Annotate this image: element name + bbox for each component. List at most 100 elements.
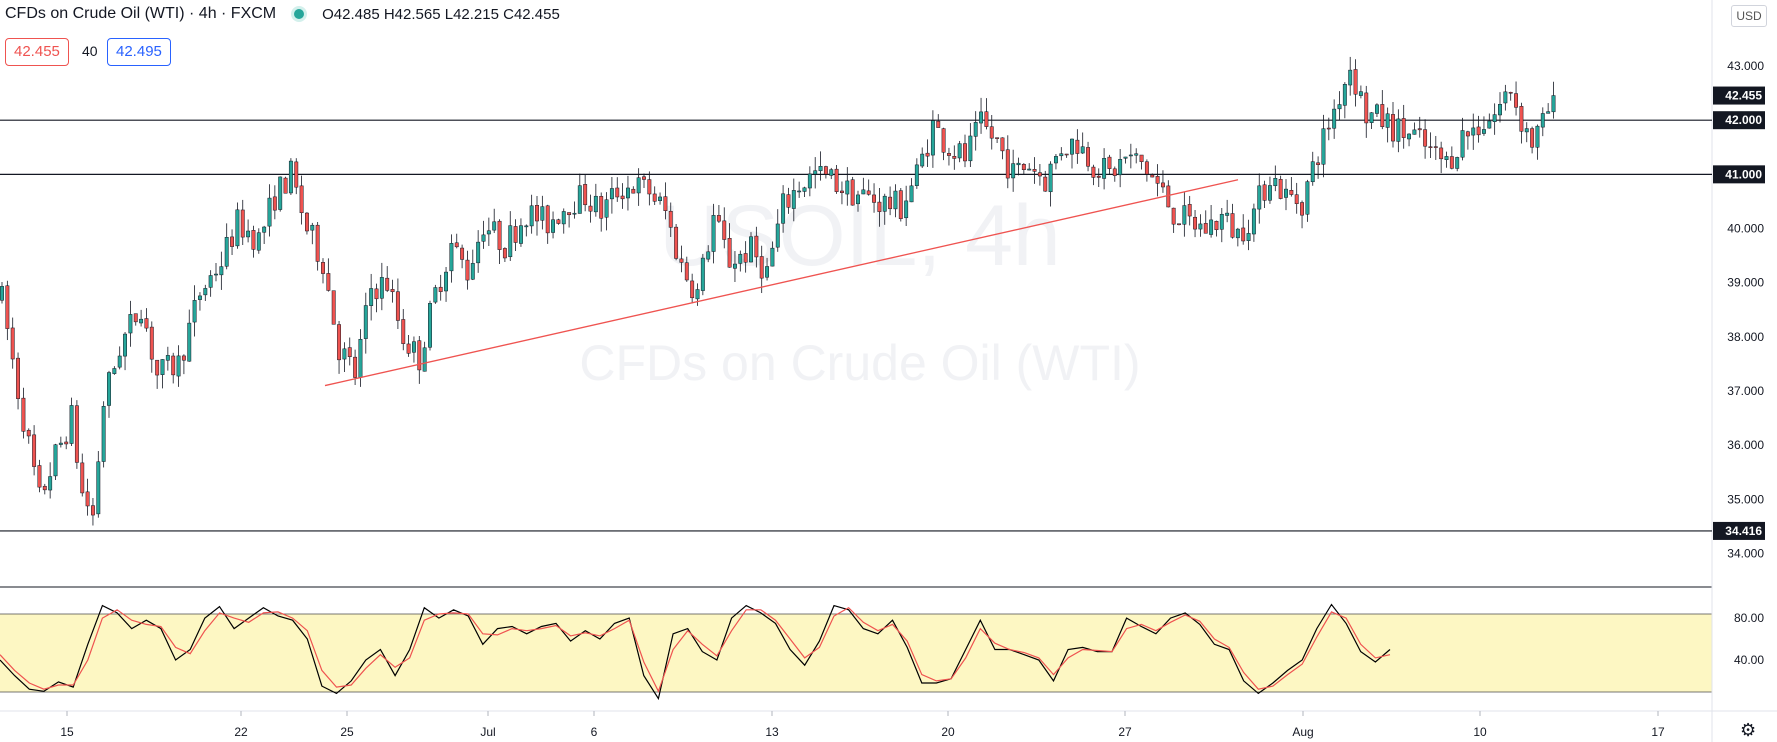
horizontal-levels[interactable]: [0, 119, 1712, 532]
stochastic-tick-label: 40.00: [1734, 653, 1764, 667]
candle-body: [395, 291, 400, 321]
candle-body: [1096, 175, 1101, 178]
candle-body: [861, 189, 866, 195]
candle-body: [1524, 128, 1529, 133]
sell-button[interactable]: 42.455: [5, 38, 69, 66]
candle-body: [658, 196, 662, 201]
candle-body: [1433, 146, 1438, 148]
candle-body: [1262, 184, 1267, 201]
candle-body: [294, 161, 299, 188]
price-label-box: [1713, 165, 1765, 184]
candle-body: [422, 347, 427, 372]
candle-body: [1465, 131, 1470, 137]
time-axis[interactable]: 15 22 25 Jul 6 13 20 27 Aug 10 17: [60, 711, 1665, 739]
symbol-title[interactable]: CFDs on Crude Oil (WTI) · 4h · FXCM: [5, 5, 277, 22]
candle-body: [1498, 104, 1502, 116]
candle-body: [1086, 147, 1090, 167]
candle-body: [1016, 162, 1021, 166]
candle-body: [1043, 176, 1048, 192]
candle-body: [973, 122, 978, 137]
buy-button[interactable]: 42.495: [107, 38, 171, 66]
candle-body: [1054, 156, 1058, 164]
candle-body: [481, 234, 486, 242]
candle-body: [1284, 188, 1288, 198]
candle-body: [1268, 185, 1272, 201]
candle-body: [1369, 112, 1374, 123]
candle-body: [1492, 114, 1497, 122]
candle-body: [1005, 149, 1010, 179]
candle-body: [936, 120, 941, 128]
candle-body: [952, 156, 957, 159]
stochastic-lines: [0, 603, 1391, 701]
candle-body: [679, 258, 684, 263]
candle-body: [829, 169, 834, 176]
candle-body: [989, 126, 994, 139]
market-status-icon: [294, 9, 305, 19]
candle-body: [460, 247, 465, 260]
time-tick-label: 10: [1473, 725, 1487, 739]
candle-body: [1257, 185, 1262, 210]
time-tick-label: Jul: [480, 725, 495, 739]
candle-body: [984, 111, 989, 127]
candle-body: [1048, 163, 1053, 193]
candle-body: [1546, 111, 1551, 114]
candle-body: [465, 259, 470, 281]
candle-body: [781, 193, 786, 224]
candle-body: [1187, 204, 1192, 217]
price-tick-label: 35.000: [1727, 492, 1764, 506]
candle-body: [272, 196, 277, 211]
candle-body: [743, 253, 748, 263]
candle-body: [561, 211, 566, 225]
candle-body: [577, 185, 582, 214]
candle-body: [390, 289, 395, 293]
candle-body: [1417, 128, 1422, 131]
candle-body: [727, 238, 732, 268]
candle-body: [914, 164, 919, 186]
candle-body: [37, 465, 42, 488]
candle-body: [240, 209, 245, 238]
candle-body: [1401, 118, 1406, 138]
candle-body: [626, 187, 630, 199]
candle-body: [198, 295, 202, 300]
candle-body: [347, 347, 352, 357]
candle-body: [620, 195, 625, 200]
price-tick-label: 43.000: [1727, 59, 1764, 73]
stochastic-k-line: [0, 603, 1391, 701]
time-tick-label: 6: [591, 725, 598, 739]
candle-body: [957, 143, 962, 159]
candle-body: [754, 235, 759, 258]
candle-body: [1166, 185, 1171, 208]
candle-body: [1482, 129, 1486, 134]
candle-body: [470, 263, 475, 280]
candle-body: [1230, 213, 1235, 238]
candle-body: [1123, 156, 1128, 159]
candle-body: [1091, 166, 1096, 178]
candle-body: [1305, 181, 1310, 215]
candle-body: [112, 368, 117, 374]
candle-body: [149, 326, 154, 360]
price-tick-label: 38.000: [1727, 330, 1764, 344]
candle-body: [1391, 114, 1395, 142]
candle-body: [1471, 127, 1476, 136]
candle-body: [187, 322, 192, 362]
candle-body: [80, 462, 85, 494]
candle-body: [288, 160, 293, 194]
candle-body: [963, 143, 967, 162]
candle-body: [508, 225, 513, 258]
ascending-trendline[interactable]: [324, 179, 1239, 387]
candle-body: [1396, 118, 1401, 142]
candle-body: [64, 441, 69, 445]
gear-icon[interactable]: ⚙: [1740, 720, 1757, 740]
candle-body: [722, 220, 727, 240]
candle-body: [128, 314, 133, 334]
candle-body: [979, 111, 983, 124]
trendline[interactable]: [324, 179, 1239, 387]
candle-body: [797, 190, 802, 193]
candle-body: [840, 190, 844, 193]
currency-selector[interactable]: USD: [1731, 5, 1767, 27]
candle-body: [775, 223, 780, 248]
candle-body: [1455, 157, 1460, 169]
watermark-name: CFDs on Crude Oil (WTI): [579, 335, 1140, 391]
candle-body: [1551, 95, 1556, 113]
